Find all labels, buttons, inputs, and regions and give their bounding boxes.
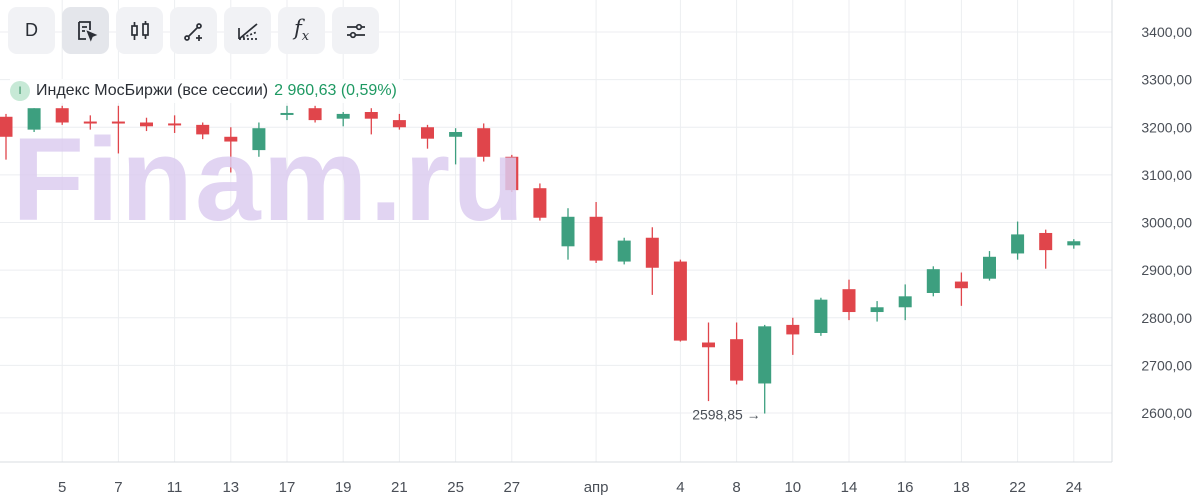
candle-body (702, 342, 715, 348)
x-tick-label: 22 (1009, 479, 1026, 496)
period-button[interactable]: D (8, 7, 55, 54)
x-tick-label: 8 (732, 479, 740, 496)
candlestick-type-icon (130, 20, 149, 40)
period-label: D (25, 20, 38, 40)
candle-body (786, 324, 800, 335)
candle-body (589, 216, 603, 261)
x-tick-label: 17 (279, 479, 296, 496)
candle-body (870, 307, 884, 313)
y-tick-label: 2600,00 (1141, 405, 1192, 421)
candle-body (252, 128, 266, 151)
x-tick-label: 11 (167, 479, 183, 496)
candle-body (730, 339, 744, 381)
instrument-legend: I Индекс МосБиржи (все сессии) 2 960,63 … (10, 79, 403, 103)
candle-body (1067, 241, 1081, 246)
candle-body (505, 156, 519, 191)
x-tick-label: 10 (784, 479, 801, 496)
x-tick-label: 18 (953, 479, 970, 496)
y-tick-label: 2800,00 (1141, 310, 1192, 326)
candle-body (561, 216, 575, 247)
low-price-annotation: 2598,85 → (692, 407, 761, 423)
candle-body (673, 261, 687, 341)
candle-body (280, 112, 294, 115)
candle-body (83, 121, 97, 124)
x-tick-label: 25 (447, 479, 464, 496)
candle-body (0, 116, 13, 137)
candle-body (617, 240, 631, 262)
instrument-value: 2 960,63 (0,59%) (274, 82, 397, 99)
cursor-tool-button[interactable] (62, 7, 109, 54)
candle-body (55, 108, 69, 123)
candle-body (336, 113, 350, 119)
candle-body (954, 281, 968, 289)
settings-sliders-icon (346, 23, 365, 38)
candle-body (364, 112, 378, 119)
instrument-name: Индекс МосБиржи (все сессии) (36, 82, 269, 99)
candle-body (224, 136, 238, 142)
x-tick-label: 4 (676, 479, 684, 496)
candle-body (168, 123, 182, 126)
x-tick-label: 7 (114, 479, 122, 496)
candle-body (758, 326, 772, 384)
y-tick-label: 3200,00 (1141, 119, 1192, 135)
y-tick-label: 2900,00 (1141, 262, 1192, 278)
x-tick-label: 16 (897, 479, 914, 496)
candle-body (898, 296, 912, 308)
candle-body (196, 124, 210, 135)
candle-body (140, 122, 153, 127)
chart-toolbar: D fx (8, 7, 379, 54)
fibonacci-fan-icon (237, 22, 258, 40)
indicators-button[interactable]: fx (278, 7, 325, 54)
candle-body (814, 299, 828, 333)
candle-body (477, 128, 491, 157)
candle-body (645, 237, 659, 268)
instrument-badge: I (10, 81, 30, 101)
candle-body (27, 108, 41, 130)
indicators-icon: fx (293, 16, 310, 45)
trend-line-icon (183, 22, 202, 41)
x-tick-label: апр (584, 479, 609, 496)
y-tick-label: 3300,00 (1141, 72, 1192, 88)
x-tick-label: 5 (58, 479, 66, 496)
cursor-tool-icon (77, 20, 97, 42)
candle-body (449, 132, 463, 137)
x-tick-label: 27 (503, 479, 520, 496)
y-tick-label: 3100,00 (1141, 167, 1192, 183)
x-tick-label: 21 (391, 479, 408, 496)
candle-body (533, 188, 547, 218)
x-tick-label: 19 (335, 479, 352, 496)
x-tick-label: 13 (222, 479, 239, 496)
fibonacci-button[interactable] (224, 7, 271, 54)
candle-body (392, 120, 406, 128)
candle-body (1011, 234, 1025, 254)
candle-body (926, 269, 940, 293)
candle-body (983, 256, 996, 279)
x-tick-label: 24 (1065, 479, 1082, 496)
settings-button[interactable] (332, 7, 379, 54)
trend-line-button[interactable] (170, 7, 217, 54)
y-tick-label: 3400,00 (1141, 24, 1192, 40)
candle-body (111, 121, 125, 124)
y-tick-label: 2700,00 (1141, 357, 1192, 373)
y-tick-label: 3000,00 (1141, 215, 1192, 231)
candle-body (421, 127, 434, 139)
chart-type-button[interactable] (116, 7, 163, 54)
candle-body (1039, 232, 1053, 251)
candle-body (308, 108, 322, 121)
x-tick-label: 14 (841, 479, 858, 496)
candle-body (842, 289, 856, 313)
